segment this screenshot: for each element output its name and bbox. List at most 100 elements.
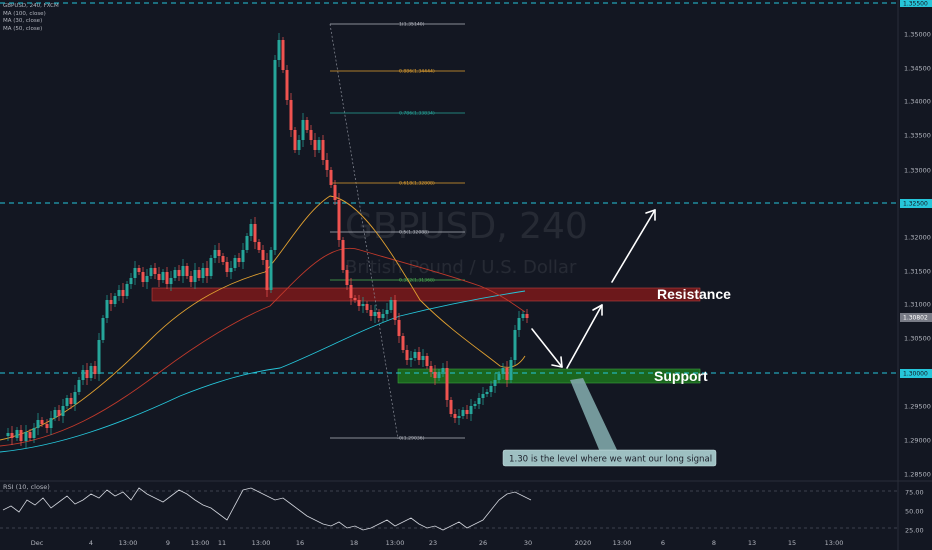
candle-body: [377, 312, 381, 318]
watermark-ticker: GBPUSD, 240: [345, 206, 588, 247]
candle-body: [353, 298, 357, 300]
candle-body: [45, 424, 49, 428]
rsi-tick-label: 50.00: [905, 507, 924, 515]
candle-body: [301, 120, 305, 140]
time-tick-label: 30: [524, 539, 532, 547]
candle-body: [261, 250, 265, 260]
candle-body: [405, 350, 409, 360]
candle-body: [19, 430, 23, 441]
candle-body: [32, 428, 36, 438]
time-axis[interactable]: Dec 4 13:00 9 13:00 11 13:00 16 18 13:00 23 26 30 202…: [31, 539, 844, 547]
candle-body: [273, 60, 277, 250]
arrow-up-path-2: [611, 209, 656, 283]
fib-label-0.618: 0.618(1.32808): [399, 181, 435, 187]
candle-body: [489, 386, 493, 392]
candle-body: [465, 410, 469, 414]
candle-body: [249, 224, 253, 236]
candle-body: [193, 270, 197, 282]
rsi-line: [2, 487, 532, 531]
candle-body: [485, 392, 489, 394]
candle-body: [449, 400, 453, 414]
time-tick-label: 13:00: [119, 539, 138, 547]
support-price-tag-bg: [900, 369, 932, 378]
candle-body: [233, 258, 237, 268]
callout-pointer: [570, 378, 618, 452]
price-tick-label: 1.33500: [904, 131, 931, 139]
candle-body: [345, 270, 349, 285]
resistance-zone[interactable]: [151, 287, 701, 302]
candle-body: [165, 272, 169, 284]
price-tick-label: 1.29500: [904, 402, 931, 410]
callout-box: [502, 449, 717, 467]
chart-legend: GBPUSD, 240, FXCM MA (100, close) MA (30…: [3, 3, 59, 33]
time-tick-label: 11: [218, 539, 226, 547]
fibonacci-levels[interactable]: 1(1.35140) 0.886(1.34444) 0.786(1.33834) 0.…: [330, 22, 465, 442]
candle-body: [473, 404, 477, 406]
arrow-down-head: [551, 356, 563, 368]
time-tick-label: 15: [788, 539, 796, 547]
candle-body: [509, 360, 513, 380]
candle-body: [517, 318, 521, 330]
candle-body: [357, 300, 361, 306]
candle-body: [333, 185, 337, 200]
candle-body: [10, 433, 14, 438]
rsi-axis: 75.00 50.00 25.00: [905, 488, 924, 534]
candle-body: [137, 268, 141, 272]
arrow-down-path: [531, 328, 563, 368]
candle-body: [81, 370, 85, 380]
candle-body: [361, 304, 365, 306]
candle-body: [433, 372, 437, 378]
candle-body: [185, 266, 189, 276]
ma30-legend: MA (30, close): [3, 18, 43, 25]
rsi-tick-label: 75.00: [905, 488, 924, 496]
candle-body: [481, 394, 485, 398]
candle-body: [65, 398, 69, 406]
current-price-tag-bg: [900, 313, 932, 322]
candle-body: [253, 224, 257, 242]
resistance-price-tag: 1.32500: [903, 201, 928, 208]
candle-body: [157, 274, 161, 280]
rsi-tick-label: 25.00: [905, 526, 924, 534]
candle-body: [313, 140, 317, 150]
candle-body: [61, 406, 65, 416]
candle-body: [389, 300, 393, 310]
fib-label-0.786: 0.786(1.33834): [399, 111, 435, 117]
candle-body: [297, 140, 301, 150]
rsi-pane[interactable]: RSI (10, close): [0, 483, 898, 531]
candle-body: [149, 268, 153, 276]
candle-body: [24, 432, 28, 441]
candle-body: [373, 312, 377, 316]
time-tick-label: 18: [350, 539, 358, 547]
candle-body: [205, 268, 209, 276]
moving-averages: [0, 195, 526, 453]
watermark-description: British Pound / U.S. Dollar: [345, 257, 577, 278]
time-tick-label: 2020: [575, 539, 592, 547]
candle-body: [97, 340, 101, 374]
price-tick-label: 1.29000: [904, 436, 931, 444]
candle-body: [125, 284, 129, 296]
support-price-tag: 1.30000: [903, 371, 928, 378]
candle-body: [133, 268, 137, 278]
callout[interactable]: 1.30 is the level where we want our long…: [502, 378, 717, 467]
top-price-tag-bg: [900, 0, 932, 7]
price-axis[interactable]: 1.35000 1.34500 1.34000 1.33500 1.33000 1.320…: [904, 30, 931, 478]
candle-body: [281, 40, 285, 70]
price-tick-label: 1.31500: [904, 267, 931, 275]
ma30-line: [0, 195, 526, 441]
fib-label-0.5: 0.5(1.32088): [399, 230, 429, 236]
candle-body: [117, 290, 121, 296]
candle-body: [57, 410, 61, 416]
candle-body: [513, 330, 517, 360]
candle-body: [397, 320, 401, 336]
candle-body: [197, 270, 201, 278]
candle-body: [417, 352, 421, 360]
candle-body: [445, 368, 449, 400]
candle-body: [337, 200, 341, 240]
projection-arrows[interactable]: [531, 209, 656, 369]
price-tick-label: 1.35000: [904, 30, 931, 38]
candle-body: [257, 242, 261, 250]
candle-body: [77, 380, 81, 392]
candle-body: [521, 314, 525, 318]
candle-body: [497, 374, 501, 380]
